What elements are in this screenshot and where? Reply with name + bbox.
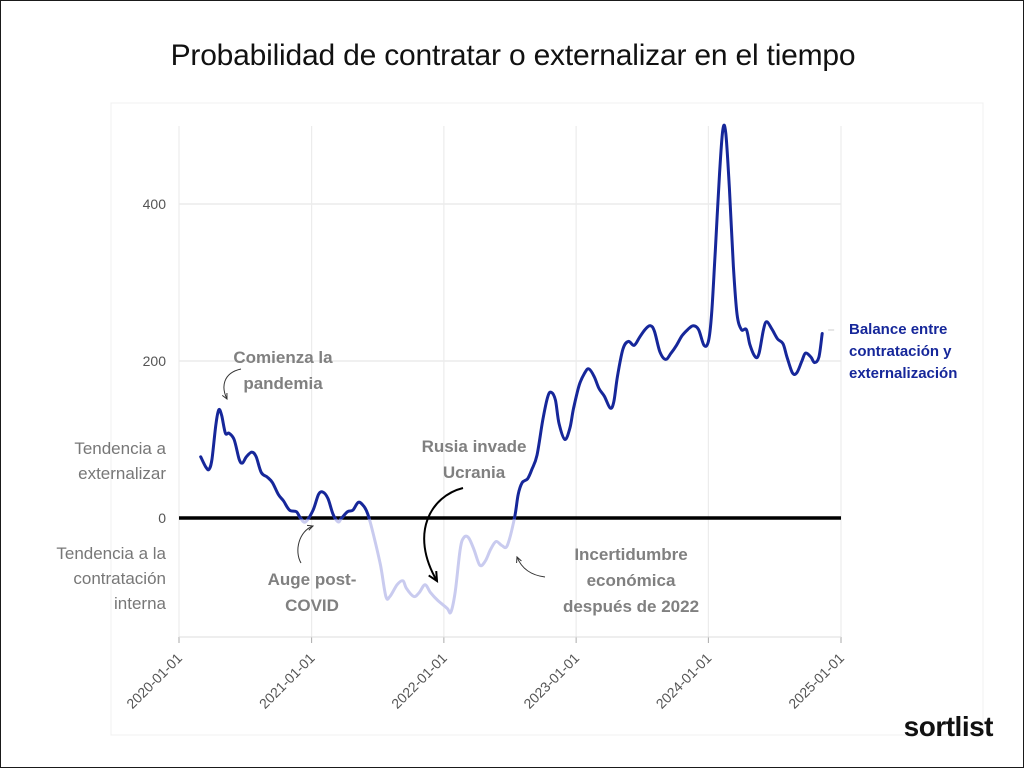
annotation-rusia: Rusia invade Ucrania xyxy=(422,437,527,482)
series-label: Balance entre contratación y externalizaci… xyxy=(849,321,957,382)
annotation-arrowhead-incertidumbre xyxy=(516,555,522,564)
series-label-line: externalización xyxy=(849,365,957,382)
side-label-negative-line: interna xyxy=(114,594,167,613)
y-tick-label: 0 xyxy=(158,510,166,526)
side-label-negative-line: Tendencia a la xyxy=(56,544,166,563)
annotation-incertidumbre: Incertidumbre económica después de 2022 xyxy=(563,545,699,616)
annotation-rusia-line: Rusia invade xyxy=(422,437,527,456)
x-tick-label: 2022-01-01 xyxy=(388,650,450,712)
annotation-auge-line: Auge post- xyxy=(268,570,357,589)
side-label-positive-line: externalizar xyxy=(78,464,166,483)
side-label-positive: Tendencia a externalizar xyxy=(74,439,166,483)
series-label-line: Balance entre xyxy=(849,321,947,338)
x-tick-label: 2021-01-01 xyxy=(256,650,318,712)
y-tick-label: 200 xyxy=(143,353,167,369)
annotation-rusia-line: Ucrania xyxy=(443,463,506,482)
annotation-arrowhead-rusia xyxy=(428,570,439,583)
annotation-pandemia-line: pandemia xyxy=(243,374,323,393)
annotation-pandemia-line: Comienza la xyxy=(233,348,333,367)
brand-logo: sortlist xyxy=(903,711,994,742)
y-tick-label: 400 xyxy=(143,196,167,212)
annotation-arrow-incertidumbre xyxy=(516,556,546,578)
annotation-pandemia: Comienza la pandemia xyxy=(233,348,333,393)
plot-panel xyxy=(110,102,984,736)
side-label-negative-line: contratación xyxy=(73,569,166,588)
annotation-incertidumbre-line: después de 2022 xyxy=(563,597,699,616)
series-label-line: contratación y xyxy=(849,343,952,360)
series-line xyxy=(199,123,824,520)
chart-title: Probabilidad de contratar o externalizar… xyxy=(170,39,856,72)
annotation-incertidumbre-line: económica xyxy=(587,571,676,590)
annotation-arrow-rusia xyxy=(423,487,464,582)
annotation-incertidumbre-line: Incertidumbre xyxy=(574,545,687,564)
annotation-arrow-pandemia xyxy=(223,368,242,400)
annotation-auge-line: COVID xyxy=(285,596,339,615)
x-tick-label: 2020-01-01 xyxy=(123,650,185,712)
annotation-arrow-auge xyxy=(297,525,314,564)
x-tick-label: 2025-01-01 xyxy=(785,650,847,712)
annotation-arrowhead-auge xyxy=(306,524,315,531)
annotation-arrowhead-pandemia xyxy=(221,392,228,401)
x-tick-label: 2023-01-01 xyxy=(520,650,582,712)
annotation-auge: Auge post- COVID xyxy=(268,570,357,615)
side-label-positive-line: Tendencia a xyxy=(74,439,166,458)
x-tick-label: 2024-01-01 xyxy=(653,650,715,712)
side-label-negative: Tendencia a la contratación interna xyxy=(56,544,166,613)
